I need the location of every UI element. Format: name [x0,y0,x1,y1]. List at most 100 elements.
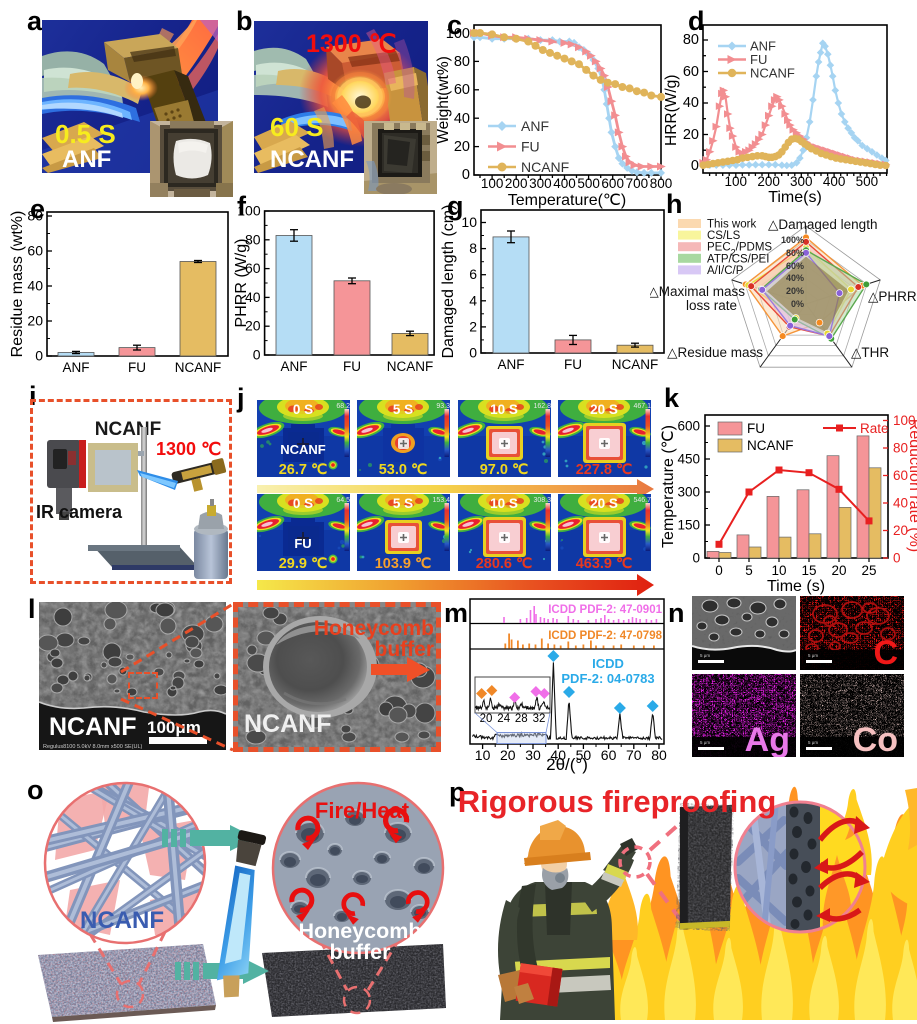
svg-text:500: 500 [577,176,600,191]
svg-text:60: 60 [27,243,43,259]
svg-text:NCANF: NCANF [49,713,137,741]
svg-text:NCANF: NCANF [521,159,569,175]
svg-text:40: 40 [454,111,470,127]
svg-text:△PHRR: △PHRR [868,289,917,304]
svg-text:FU: FU [343,359,361,374]
svg-text:40: 40 [893,496,908,511]
svg-text:8: 8 [469,240,477,256]
svg-text:60: 60 [683,64,699,80]
svg-text:103.9 ℃: 103.9 ℃ [375,556,432,571]
svg-text:ATP/CS/PEI: ATP/CS/PEI [707,253,769,265]
svg-text:ANF: ANF [521,118,549,134]
svg-text:PEC2/PDMS: PEC2/PDMS [707,242,772,258]
svg-text:ANF: ANF [281,359,308,374]
svg-text:80: 80 [651,747,667,763]
svg-text:5 μm: 5 μm [808,653,818,658]
svg-text:Co: Co [853,721,898,757]
svg-text:26.7 ℃: 26.7 ℃ [279,462,328,477]
svg-text:ICDD PDF-2: 47-0901: ICDD PDF-2: 47-0901 [548,604,662,616]
svg-text:32: 32 [533,713,546,725]
svg-text:buffer: buffer [375,638,435,661]
svg-text:PHRR (W/g): PHRR (W/g) [233,239,250,328]
svg-text:60: 60 [601,747,617,763]
svg-text:20: 20 [893,523,908,538]
svg-text:100: 100 [893,413,916,428]
svg-text:10: 10 [771,563,786,578]
svg-text:40: 40 [683,95,699,111]
svg-text:20: 20 [500,747,516,763]
svg-text:0 S: 0 S [293,402,313,417]
svg-text:300: 300 [677,485,700,500]
svg-text:80: 80 [27,208,43,224]
svg-text:0: 0 [691,158,699,174]
svg-text:150: 150 [677,518,700,533]
svg-text:IR camera: IR camera [36,502,123,522]
svg-text:80%: 80% [786,248,804,258]
svg-text:4: 4 [469,292,477,308]
svg-text:Temperature(℃): Temperature(℃) [508,192,626,209]
svg-text:△Residue mass: △Residue mass [667,345,763,360]
svg-text:FU: FU [564,357,582,372]
svg-text:5 S: 5 S [393,496,413,511]
svg-text:20: 20 [454,139,470,155]
svg-text:NCANF: NCANF [95,419,162,440]
svg-text:Damaged length (cm): Damaged length (cm) [440,205,457,359]
svg-text:5 S: 5 S [393,402,413,417]
svg-text:5 μm: 5 μm [700,740,710,745]
svg-text:NCANF: NCANF [244,710,332,738]
svg-text:80: 80 [454,54,470,70]
svg-text:227.8 ℃: 227.8 ℃ [576,462,633,477]
svg-text:6: 6 [469,266,477,282]
svg-text:20: 20 [683,127,699,143]
svg-text:15: 15 [801,563,816,578]
svg-text:5: 5 [745,563,753,578]
svg-text:800: 800 [650,176,673,191]
svg-text:Regulus8100 5.0kV 8.0mm x500 S: Regulus8100 5.0kV 8.0mm x500 SE(UL) [43,744,143,750]
svg-text:0: 0 [893,551,901,566]
svg-text:153.4: 153.4 [432,497,450,504]
svg-text:ANF: ANF [498,357,525,372]
svg-text:NCANF: NCANF [387,359,434,374]
svg-text:25: 25 [861,563,876,578]
svg-text:ANF: ANF [750,39,776,54]
svg-text:97.0 ℃: 97.0 ℃ [480,462,529,477]
svg-text:60%: 60% [786,261,804,271]
svg-text:NCANF: NCANF [612,357,659,372]
svg-text:NCANF: NCANF [80,907,164,934]
svg-text:ICDD PDF-2: 47-0798: ICDD PDF-2: 47-0798 [548,630,662,642]
svg-text:Rate: Rate [860,421,889,436]
svg-text:40: 40 [550,747,566,763]
svg-text:ANF: ANF [63,360,90,375]
svg-text:FU: FU [521,139,540,155]
svg-text:308.3: 308.3 [533,497,551,504]
svg-text:Time (s): Time (s) [767,578,825,595]
svg-text:30: 30 [525,747,541,763]
svg-text:70: 70 [626,747,642,763]
svg-text:NCANF: NCANF [747,438,794,453]
svg-text:20: 20 [27,313,43,329]
svg-text:0: 0 [715,563,723,578]
svg-text:1300 ℃: 1300 ℃ [156,439,221,459]
svg-text:0: 0 [35,348,43,364]
svg-text:NCANF: NCANF [750,66,795,81]
svg-text:200: 200 [757,174,780,189]
svg-text:5 μm: 5 μm [700,653,710,658]
svg-text:300: 300 [790,174,813,189]
svg-text:A/I/C/P: A/I/C/P [707,265,744,277]
svg-text:2: 2 [469,318,477,334]
svg-text:△Maximal mass: △Maximal mass [650,284,745,299]
svg-text:53.0 ℃: 53.0 ℃ [379,462,428,477]
svg-text:64.5: 64.5 [336,497,350,504]
svg-text:0: 0 [692,551,700,566]
svg-text:68.2: 68.2 [336,403,350,410]
svg-text:50: 50 [576,747,592,763]
svg-text:Reduction rate (%): Reduction rate (%) [906,419,917,552]
svg-text:Residue mass (wt%): Residue mass (wt%) [9,211,26,358]
svg-text:10 S: 10 S [490,496,518,511]
svg-text:Time(s): Time(s) [768,189,822,206]
svg-text:10: 10 [475,747,491,763]
svg-text:PDF-2: 04-0783: PDF-2: 04-0783 [561,671,654,686]
svg-text:C: C [873,634,898,670]
svg-text:162.8: 162.8 [533,403,551,410]
svg-text:100: 100 [446,26,470,42]
